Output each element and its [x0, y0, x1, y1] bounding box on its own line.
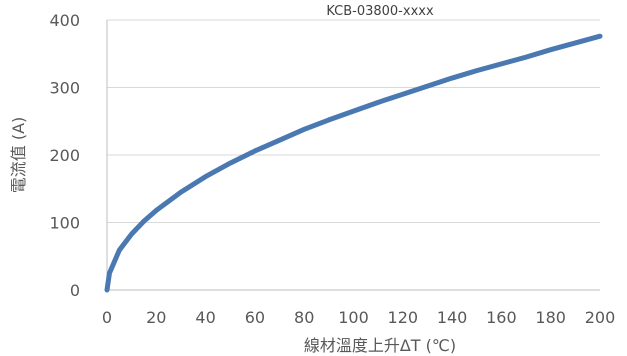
x-tick-label: 180: [535, 308, 566, 327]
x-tick-label: 0: [102, 308, 112, 327]
axes: [106, 20, 600, 291]
x-tick-label: 80: [294, 308, 314, 327]
x-tick-label: 140: [437, 308, 468, 327]
series-layer: [104, 33, 603, 293]
x-tick-label: 200: [585, 308, 616, 327]
chart-title: KCB-03800-xxxx: [326, 4, 434, 19]
y-tick-labels: 0 100 200 300 400: [49, 11, 80, 300]
x-tick-labels: 0 20 40 60 80 100 120 140 160 180 200: [102, 308, 615, 327]
series-line: [104, 33, 603, 293]
x-tick-label: 120: [388, 308, 419, 327]
y-tick-label: 300: [49, 79, 80, 98]
y-tick-label: 400: [49, 11, 80, 30]
x-tick-label: 100: [338, 308, 369, 327]
x-axis-title: 線材溫度上升ΔT (℃): [304, 336, 456, 355]
y-tick-label: 0: [70, 281, 80, 300]
x-tick-label: 160: [486, 308, 517, 327]
y-axis-title: 電流值 (A): [9, 117, 28, 194]
gridlines: [107, 19, 600, 223]
y-tick-label: 200: [49, 146, 80, 165]
y-tick-label: 100: [49, 214, 80, 233]
x-tick-label: 40: [195, 308, 215, 327]
x-tick-label: 60: [245, 308, 265, 327]
x-tick-label: 20: [146, 308, 166, 327]
